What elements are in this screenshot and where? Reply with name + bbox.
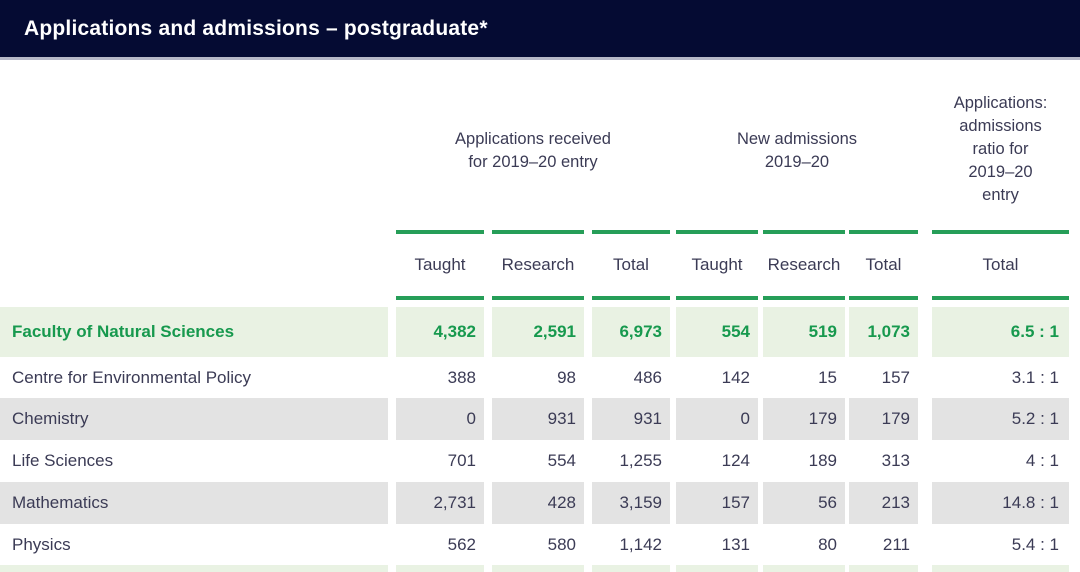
cell-value: 0 [396, 398, 484, 440]
table-row: Chemistry 0 931 931 0 179 179 5.2 : 1 [0, 398, 1080, 440]
group-header-applications-admissions-ratio: Applications: admissions ratio for 2019–20 e… [932, 92, 1069, 207]
cell-value: 15 [818, 367, 837, 387]
cell-value: 1,255 [619, 451, 662, 470]
cell-value: 3,159 [592, 482, 670, 524]
cell-value: 562 [447, 534, 476, 554]
cell-value: 142 [721, 367, 750, 387]
cell-value: 931 [492, 398, 584, 440]
column-header-total: Total [849, 230, 918, 300]
cell-value: 2,731 [396, 482, 484, 524]
cell-value: 56 [763, 482, 845, 524]
cell-ratio: 4 : 1 [1025, 451, 1059, 470]
group-header-line: ratio for [972, 140, 1029, 158]
table-row: Life Sciences 701 554 1,255 124 189 313 4 : 1 [0, 440, 1080, 482]
cell-value: 2,591 [492, 307, 584, 357]
cell-ratio: 6.5 : 1 [932, 307, 1069, 357]
group-header-line: Applications received [455, 130, 611, 148]
cell-value: 98 [557, 367, 576, 387]
column-header-taught: Taught [396, 230, 484, 300]
cell-value: 80 [818, 534, 837, 554]
cell-ratio: 3.1 : 1 [1011, 367, 1059, 387]
cell-value: 554 [676, 307, 758, 357]
cell-value: 124 [721, 451, 750, 470]
cell-value: 131 [721, 534, 750, 554]
cell-value [592, 565, 670, 572]
table-row: Mathematics 2,731 428 3,159 157 56 213 14.8 : 1 [0, 482, 1080, 524]
cell-value: 428 [492, 482, 584, 524]
cell-value: 580 [547, 534, 576, 554]
group-header-applications-received: Applications received for 2019–20 entry [396, 128, 670, 174]
row-label: Chemistry [0, 398, 388, 440]
page-title: Applications and admissions – postgradua… [24, 16, 488, 40]
group-header-line: 2019–20 [764, 153, 830, 171]
cell-value: 179 [763, 398, 845, 440]
cell-value: 519 [763, 307, 845, 357]
cell-value [849, 565, 918, 572]
cell-value [763, 565, 845, 572]
column-header-total: Total [592, 230, 670, 300]
column-header-taught: Taught [676, 230, 758, 300]
column-header-total: Total [932, 230, 1069, 300]
table-row: Faculty of Natural Sciences 4,382 2,591 6,9… [0, 307, 1080, 357]
table-row: Physics 562 580 1,142 131 80 211 5.4 : 1 [0, 524, 1080, 565]
cell-value: 157 [881, 367, 910, 387]
row-label: Mathematics [0, 482, 388, 524]
title-bar: Applications and admissions – postgradua… [0, 0, 1080, 60]
cell-value [676, 565, 758, 572]
group-header-line: Applications: [953, 94, 1048, 112]
row-label: Centre for Environmental Policy [12, 367, 252, 387]
row-label: Physics [12, 534, 71, 554]
row-label [0, 565, 388, 572]
cell-value: 931 [592, 398, 670, 440]
row-label: Life Sciences [12, 451, 114, 470]
table-row: Centre for Environmental Policy 388 98 486 1… [0, 357, 1080, 398]
cell-ratio: 5.4 : 1 [1011, 534, 1059, 554]
cell-value: 0 [676, 398, 758, 440]
cell-value: 211 [882, 534, 910, 554]
cell-ratio [932, 565, 1069, 572]
cell-value: 179 [849, 398, 918, 440]
cell-value: 213 [849, 482, 918, 524]
cell-value: 486 [633, 367, 662, 387]
cell-value: 157 [676, 482, 758, 524]
column-header-research: Research [763, 230, 845, 300]
cell-value [396, 565, 484, 572]
table-row-partial [0, 565, 1080, 572]
row-label: Faculty of Natural Sciences [0, 307, 388, 357]
cell-value: 701 [447, 451, 476, 470]
cell-value: 1,073 [849, 307, 918, 357]
cell-value: 313 [881, 451, 910, 470]
cell-value: 388 [447, 367, 476, 387]
cell-value: 1,142 [619, 534, 662, 554]
column-header-research: Research [492, 230, 584, 300]
group-header-new-admissions: New admissions 2019–20 [676, 128, 918, 174]
group-header-line: admissions [959, 117, 1042, 135]
cell-ratio: 5.2 : 1 [932, 398, 1069, 440]
cell-value: 189 [808, 451, 837, 470]
cell-value: 554 [547, 451, 576, 470]
group-header-line: entry [982, 186, 1019, 204]
cell-value: 4,382 [396, 307, 484, 357]
cell-value: 6,973 [592, 307, 670, 357]
cell-ratio: 14.8 : 1 [932, 482, 1069, 524]
group-header-line: 2019–20 [968, 163, 1033, 181]
group-header-line: for 2019–20 entry [468, 153, 598, 171]
cell-value [492, 565, 584, 572]
group-header-line: New admissions [736, 130, 858, 148]
